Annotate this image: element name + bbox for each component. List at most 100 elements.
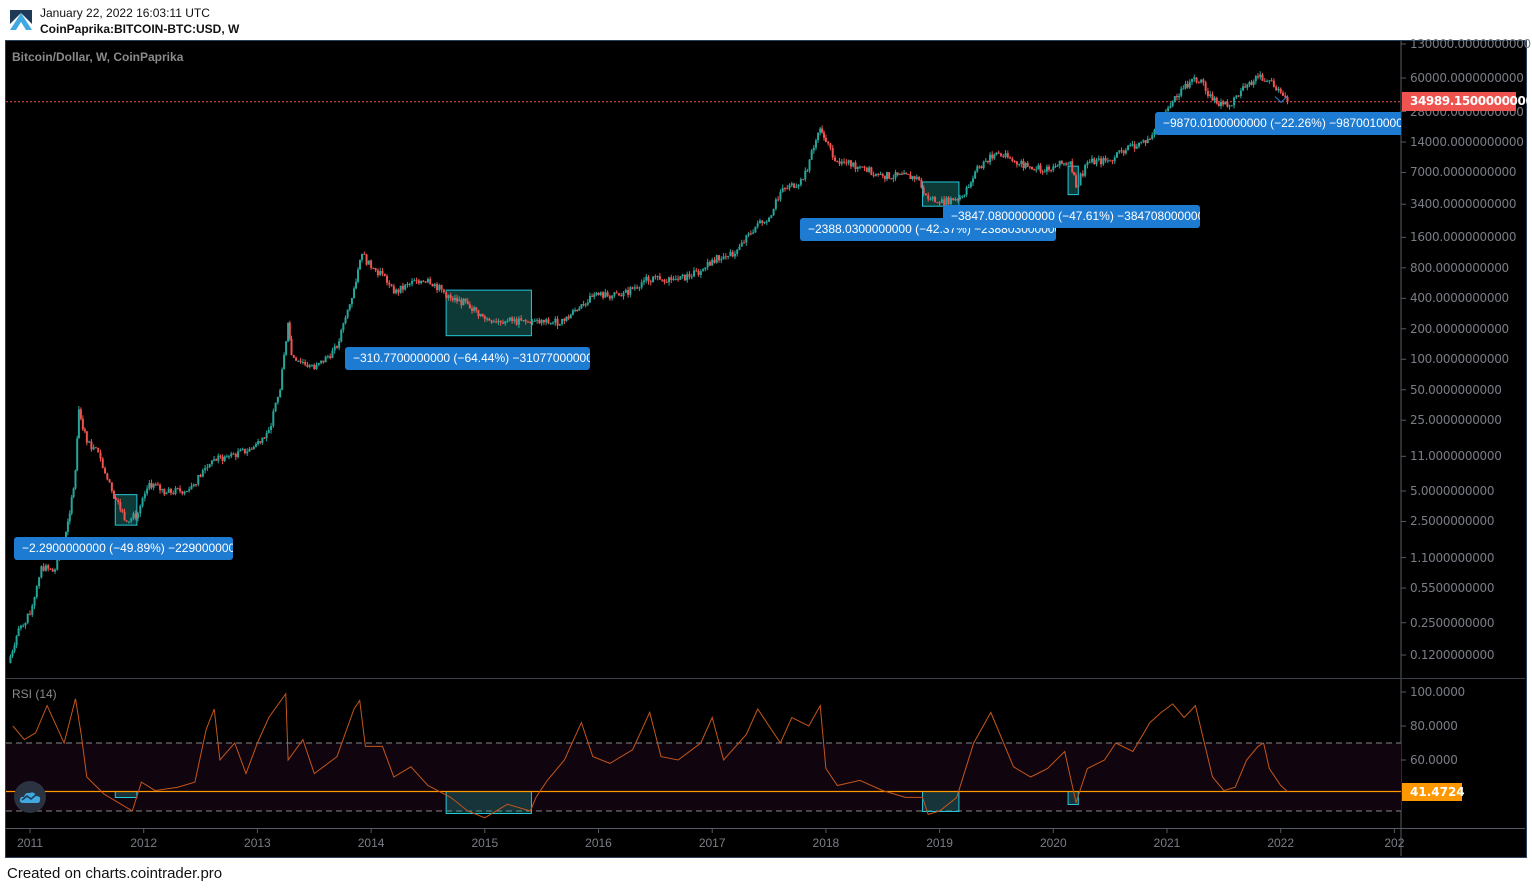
candle-up <box>1035 169 1038 171</box>
candle-up <box>954 199 957 201</box>
candle-down <box>1256 76 1259 78</box>
candle-down <box>909 174 912 180</box>
candle-up <box>270 425 273 431</box>
rsi-tick-label: 60.0000 <box>1410 753 1458 767</box>
candle-down <box>1279 88 1282 93</box>
candle-down <box>464 298 467 302</box>
candle-down <box>836 161 839 163</box>
candle-up <box>758 220 761 224</box>
measure-label-2[interactable]: −310.7700000000 (−64.44%) −31077000000 <box>345 347 590 370</box>
candle-down <box>881 173 884 176</box>
candle-up <box>531 321 534 323</box>
candle-up <box>54 569 57 572</box>
time-tick-label: 2018 <box>812 836 840 850</box>
candle-down <box>1275 86 1278 91</box>
candle-down <box>845 162 848 164</box>
candle-down <box>1015 161 1018 165</box>
candle-down <box>466 301 469 305</box>
candle-down <box>991 154 994 159</box>
candle-down <box>920 179 923 188</box>
candle-up <box>781 188 784 192</box>
candle-up <box>1140 141 1143 143</box>
candle-up <box>506 320 509 322</box>
candle-up <box>35 586 38 598</box>
candle-down <box>156 484 159 486</box>
candle-up <box>971 178 974 183</box>
candle-down <box>234 453 237 457</box>
candle-up <box>1127 145 1130 151</box>
candle-down <box>888 172 891 179</box>
candle-up <box>1069 161 1072 164</box>
candle-up <box>458 299 461 302</box>
candle-up <box>13 645 16 652</box>
footer-credit: Created on charts.cointrader.pro <box>7 865 223 882</box>
candle-up <box>584 304 587 306</box>
candle-up <box>367 260 370 265</box>
candle-down <box>1100 158 1103 165</box>
candle-up <box>706 261 709 268</box>
measure-box <box>445 289 532 337</box>
candle-up <box>1246 84 1249 88</box>
price-tick-label: 5.0000000000 <box>1410 483 1495 498</box>
candle-down <box>104 468 107 474</box>
candle-down <box>907 174 910 176</box>
candle-up <box>213 459 216 461</box>
candle-down <box>999 153 1002 156</box>
candle-up <box>261 437 264 443</box>
cloud-chart-button[interactable] <box>14 781 46 813</box>
candle-down <box>121 509 124 512</box>
candle-up <box>317 363 320 365</box>
time-tick-label: 2012 <box>130 836 158 850</box>
candle-up <box>308 365 311 367</box>
candle-up <box>497 320 500 323</box>
candle-up <box>552 322 555 324</box>
candle-down <box>1104 158 1107 161</box>
candle-up <box>413 280 416 282</box>
price-tick-label: 800.0000000000 <box>1410 260 1509 275</box>
candle-down <box>176 488 179 490</box>
candle-up <box>640 282 643 288</box>
candle-up <box>340 330 343 342</box>
measure-label-5[interactable]: −9870.0100000000 (−22.26%) −987001000000 <box>1155 112 1401 135</box>
price-tick-label: 0.2500000000 <box>1410 615 1495 630</box>
candle-up <box>1037 165 1040 170</box>
candle-up <box>674 278 677 280</box>
candle-up <box>76 438 79 471</box>
candle-down <box>163 489 166 495</box>
symbol-label: CoinPaprika:BITCOIN-BTC:USD, W <box>40 22 240 36</box>
candle-up <box>1138 142 1141 147</box>
candle-up <box>667 277 670 283</box>
candle-up <box>132 513 135 519</box>
candle-up <box>161 489 164 491</box>
candle-down <box>47 565 50 569</box>
candle-up <box>411 281 414 284</box>
candle-down <box>870 167 873 176</box>
candle-up <box>879 173 882 175</box>
candle-up <box>993 154 996 159</box>
candle-up <box>1129 144 1132 146</box>
candle-up <box>399 285 402 293</box>
candle-down <box>849 160 852 167</box>
candle-up <box>679 276 682 280</box>
measure-label-1[interactable]: −2.2900000000 (−49.89%) −229000000 <box>14 537 233 560</box>
candle-up <box>239 449 242 452</box>
candle-up <box>272 411 275 426</box>
candle-down <box>863 166 866 168</box>
candle-up <box>359 259 362 270</box>
price-pane-title: Bitcoin/Dollar, W, CoinPaprika <box>12 50 184 64</box>
candle-down <box>980 166 983 169</box>
time-tick-label: 2016 <box>585 836 612 850</box>
candle-down <box>986 160 989 163</box>
candle-up <box>681 274 684 277</box>
candle-up <box>852 162 855 167</box>
candle-up <box>806 170 809 172</box>
candle-up <box>1164 111 1167 113</box>
measure-label-4[interactable]: −3847.0800000000 (−47.61%) −384708000000 <box>943 205 1200 228</box>
candle-down <box>119 502 122 510</box>
candle-down <box>890 178 893 180</box>
candle-down <box>488 318 491 321</box>
candle-down <box>1133 144 1136 149</box>
candle-up <box>604 292 607 298</box>
candle-down <box>1002 155 1005 157</box>
